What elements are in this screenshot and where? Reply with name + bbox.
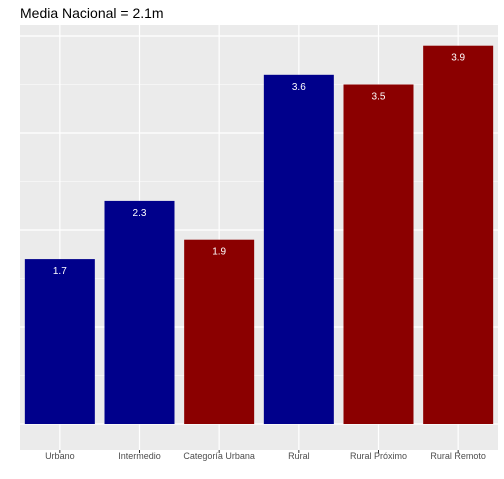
bar bbox=[423, 45, 494, 424]
data-label: 3.9 bbox=[451, 53, 465, 64]
data-labels: 1.7 2.3 1.9 3.6 3.5 3.9 bbox=[53, 53, 466, 277]
data-label: 3.5 bbox=[372, 92, 386, 103]
plot-panel bbox=[20, 25, 498, 450]
bars bbox=[24, 45, 494, 425]
data-label: 1.9 bbox=[212, 247, 226, 258]
chart-title: Media Nacional = 2.1m bbox=[20, 5, 164, 21]
data-label: 1.7 bbox=[53, 266, 67, 277]
bar bbox=[343, 84, 414, 424]
x-axis: Urbano Intermedio Categoría Urbana Rural Rur… bbox=[45, 450, 486, 461]
data-label: 2.3 bbox=[133, 208, 147, 219]
x-tick-label: Rural Remoto bbox=[430, 451, 486, 461]
data-label: 3.6 bbox=[292, 82, 306, 93]
x-tick-label: Categoría Urbana bbox=[183, 451, 255, 461]
bar bbox=[184, 239, 255, 424]
x-tick-label: Urbano bbox=[45, 451, 75, 461]
bar bbox=[263, 74, 334, 425]
x-tick-label: Rural Próximo bbox=[350, 451, 407, 461]
x-tick-label: Rural bbox=[288, 451, 310, 461]
x-tick-label: Intermedio bbox=[118, 451, 161, 461]
bar bbox=[104, 200, 175, 424]
bar bbox=[24, 259, 95, 424]
